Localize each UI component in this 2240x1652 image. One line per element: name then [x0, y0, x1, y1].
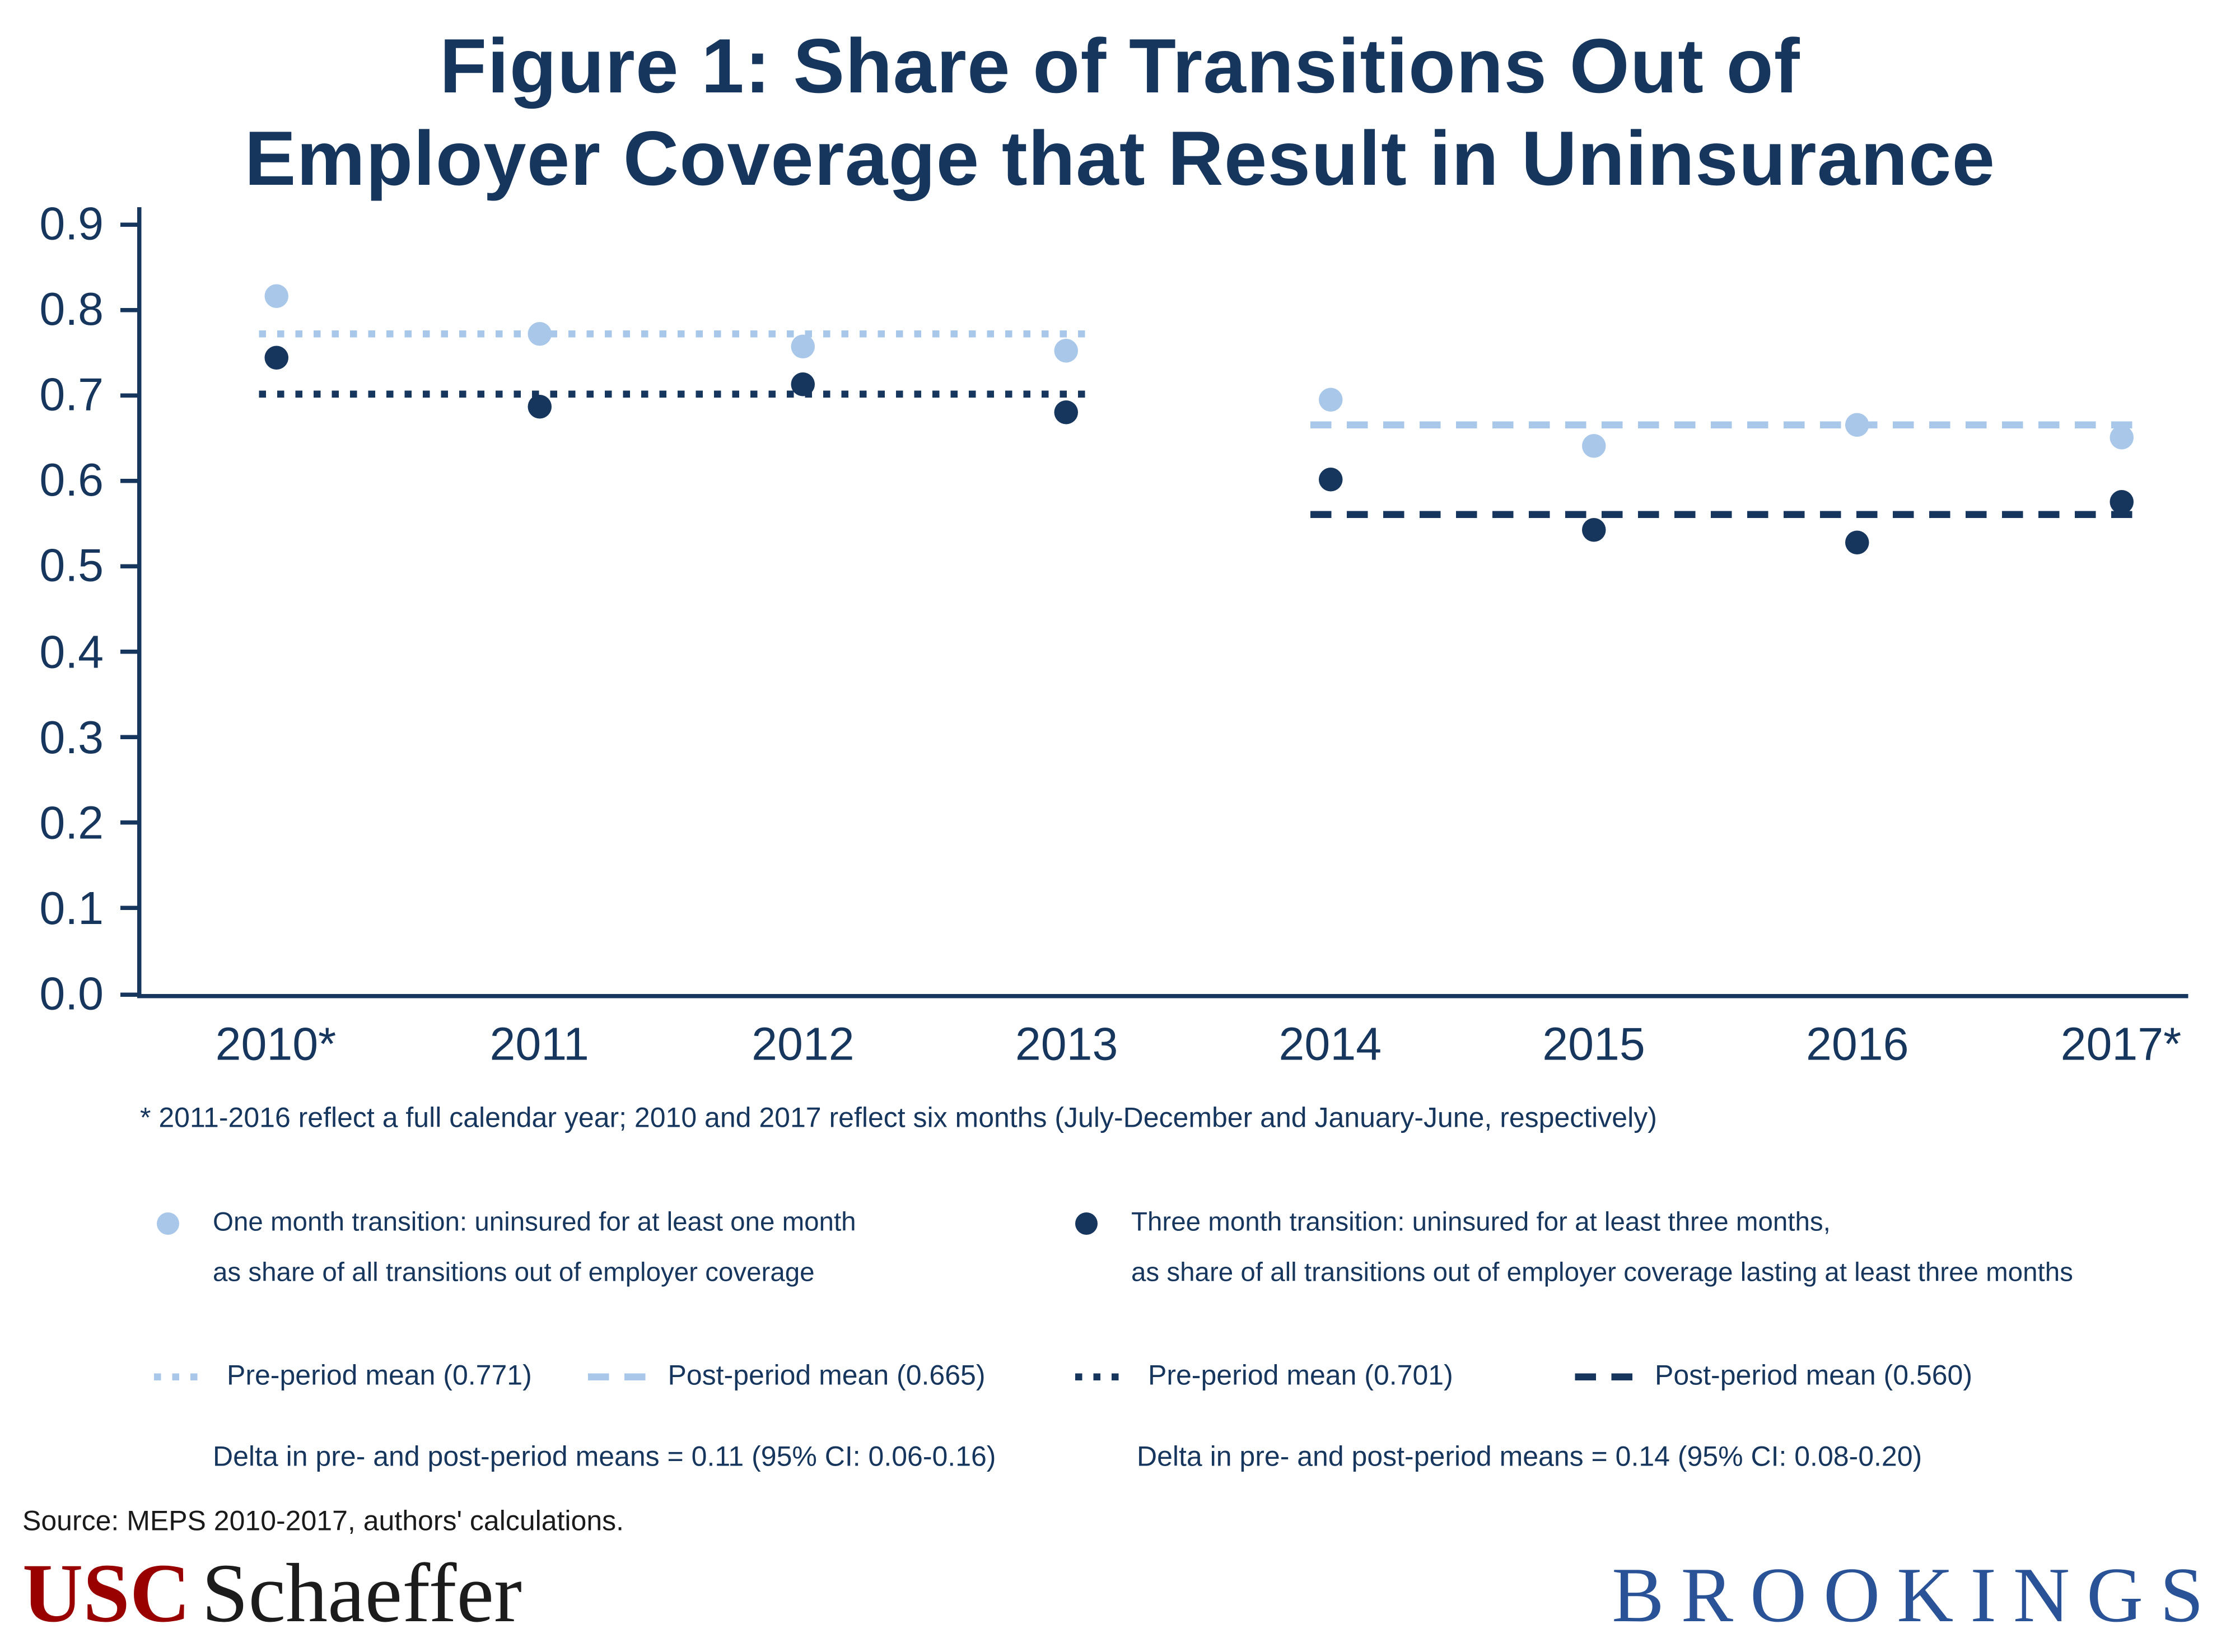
x-tick-label: 2015 [1542, 1018, 1645, 1070]
legend-one-month-line1: One month transition: uninsured for at l… [213, 1208, 856, 1238]
brookings-logo: BROOKINGS [1612, 1552, 2220, 1640]
y-axis-tick [120, 307, 140, 312]
delta-three-month: Delta in pre- and post-period means = 0.… [1137, 1442, 1922, 1473]
x-tick-label: 2010* [215, 1018, 337, 1070]
dotted-line-dark-icon [1075, 1373, 1126, 1380]
dashed-line-light-icon [588, 1373, 646, 1380]
y-axis-tick [120, 222, 140, 226]
y-axis-tick [120, 820, 140, 825]
legend-post-mean-three-month-label: Post-period mean (0.560) [1655, 1360, 1972, 1391]
legend-three-month-line2: as share of all transitions out of emplo… [1131, 1258, 2073, 1289]
legend-post-mean-one-month: Post-period mean (0.665) [588, 1350, 985, 1403]
data-point [791, 334, 815, 358]
legend-one-month-line2: as share of all transitions out of emplo… [213, 1258, 815, 1289]
y-axis-tick [120, 906, 140, 911]
legend-post-mean-one-month-label: Post-period mean (0.665) [668, 1360, 986, 1391]
data-point [527, 395, 552, 419]
data-point [2109, 425, 2133, 449]
x-tick-label: 2014 [1278, 1018, 1382, 1070]
y-axis-line [137, 207, 142, 994]
x-tick-label: 2016 [1805, 1018, 1909, 1070]
footer-logos: USC Schaeffer BROOKINGS [22, 1546, 2220, 1642]
dotted-line-light-icon [154, 1373, 204, 1380]
y-tick-label: 0.2 [39, 796, 104, 848]
figure-title-line1: Figure 1: Share of Transitions Out of [440, 22, 1800, 109]
y-axis-tick [120, 478, 140, 483]
y-tick-label: 0.3 [39, 711, 104, 763]
y-tick-label: 0.7 [39, 368, 104, 421]
legend-pre-mean-one-month: Pre-period mean (0.771) [154, 1350, 532, 1403]
legend-post-mean-three-month: Post-period mean (0.560) [1575, 1350, 1972, 1403]
source-note: Source: MEPS 2010-2017, authors' calcula… [22, 1506, 624, 1537]
y-tick-label: 0.4 [39, 625, 104, 677]
y-axis-tick [120, 393, 140, 398]
legend-one-month-text: One month transition: uninsured for at l… [213, 1198, 856, 1299]
footnote: * 2011-2016 reflect a full calendar year… [140, 1103, 1657, 1134]
mean-line-pre-dark [259, 390, 1086, 398]
schaeffer-logo-text: Schaeffer [202, 1547, 522, 1640]
y-tick-label: 0.8 [39, 283, 104, 335]
x-tick-label: 2013 [1015, 1018, 1118, 1070]
data-point [1845, 412, 1870, 436]
data-point [1318, 468, 1342, 492]
dashed-line-dark-icon [1575, 1373, 1632, 1380]
mean-line-post-dark [1310, 511, 2138, 519]
y-axis-tick [120, 650, 140, 654]
x-tick-label: 2012 [752, 1018, 855, 1070]
y-axis-tick [120, 735, 140, 740]
y-tick-label: 0.0 [39, 967, 104, 1020]
usc-schaeffer-logo: USC Schaeffer [22, 1546, 522, 1642]
data-point [527, 321, 552, 346]
data-point [1581, 517, 1606, 542]
data-point [1845, 531, 1870, 556]
legend-three-month-line1: Three month transition: uninsured for at… [1131, 1208, 1831, 1238]
legend-one-month: One month transition: uninsured for at l… [157, 1198, 856, 1299]
x-tick-label: 2017* [2060, 1018, 2182, 1070]
mean-line-post-light [1310, 421, 2138, 429]
mean-line-pre-light [259, 330, 1086, 338]
data-point [264, 284, 288, 309]
data-point [791, 372, 815, 397]
legend-pre-mean-three-month: Pre-period mean (0.701) [1075, 1350, 1453, 1403]
legend-pre-mean-one-month-label: Pre-period mean (0.771) [227, 1360, 532, 1391]
y-axis-tick [120, 992, 140, 996]
data-point [2109, 489, 2133, 514]
y-tick-label: 0.5 [39, 539, 104, 592]
x-axis-line [137, 994, 2188, 998]
y-axis-tick [120, 564, 140, 568]
figure-title-line2: Employer Coverage that Result in Uninsur… [244, 115, 1996, 202]
data-point [1318, 387, 1342, 412]
y-tick-label: 0.9 [39, 197, 104, 250]
usc-logo-text: USC [22, 1547, 191, 1640]
one-month-dot-icon [157, 1212, 179, 1235]
x-tick-label: 2011 [489, 1018, 589, 1070]
data-point [1054, 400, 1079, 424]
legend-three-month-text: Three month transition: uninsured for at… [1131, 1198, 2073, 1299]
figure-title: Figure 1: Share of Transitions Out of Em… [0, 20, 2240, 204]
y-tick-label: 0.6 [39, 454, 104, 506]
data-point [1581, 434, 1606, 459]
y-tick-label: 0.1 [39, 881, 104, 934]
data-point [1054, 338, 1079, 363]
data-point [264, 346, 288, 371]
legend-three-month: Three month transition: uninsured for at… [1075, 1198, 2073, 1299]
legend-pre-mean-three-month-label: Pre-period mean (0.701) [1148, 1360, 1453, 1391]
three-month-dot-icon [1075, 1212, 1098, 1235]
delta-one-month: Delta in pre- and post-period means = 0.… [213, 1442, 996, 1473]
